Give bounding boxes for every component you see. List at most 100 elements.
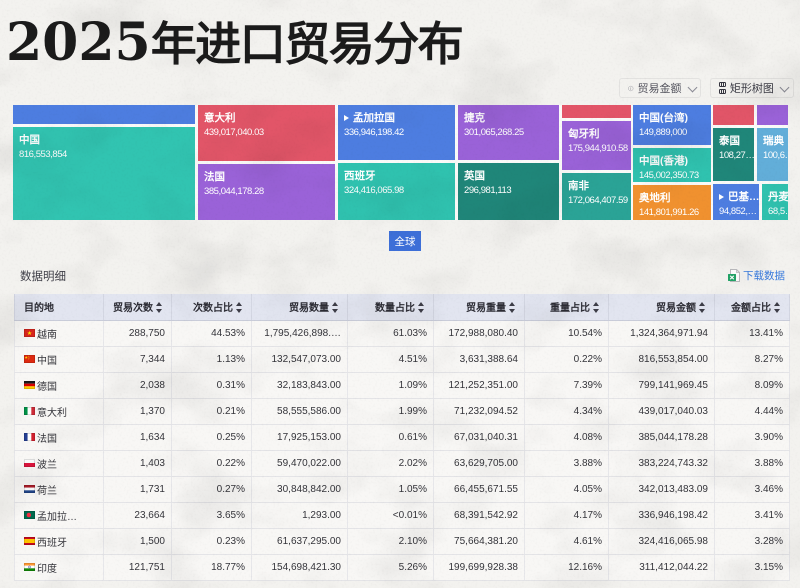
cell-7: 799,141,969.45 [608, 372, 715, 399]
column-header-4[interactable]: 贸易数量 [251, 294, 348, 321]
column-header-2[interactable]: 贸易次数 [103, 294, 172, 321]
drilldown-arrow-icon [719, 194, 724, 200]
column-header-9[interactable]: 金额占比 [714, 294, 790, 321]
treemap-block-value: 108,27… [719, 150, 754, 161]
table-row-荷兰[interactable]: 荷兰 1,731 0.27% 30,848,842.00 1.05% 66,455,671… [14, 476, 790, 503]
treemap-block-瑞典[interactable]: 瑞典 100,6… [757, 128, 788, 181]
cell-6: 4.34% [524, 398, 609, 425]
table-row-法国[interactable]: 法国 1,634 0.25% 17,925,153.00 0.61% 67,031,040… [14, 424, 790, 451]
table-row-中国[interactable]: 中国 7,344 1.13% 132,547,073.00 4.51% 3,631,388… [14, 346, 790, 373]
cell-5: 63,629,705.00 [433, 450, 525, 477]
column-header-5[interactable]: 数量占比 [347, 294, 434, 321]
cell-8: 3.46% [714, 476, 790, 503]
sort-icon[interactable] [418, 302, 425, 314]
sort-icon[interactable] [699, 302, 706, 314]
sort-icon[interactable] [236, 302, 243, 314]
breadcrumb-global[interactable]: 全球 [389, 231, 421, 251]
treemap-block-value: 336,946,198.42 [344, 127, 404, 138]
chart-type-select[interactable]: 矩形树图 [710, 78, 794, 98]
table-row-波兰[interactable]: 波兰 1,403 0.22% 59,470,022.00 2.02% 63,629,705… [14, 450, 790, 477]
cell-5: 66,455,671.55 [433, 476, 525, 503]
column-header-8[interactable]: 贸易金额 [608, 294, 715, 321]
treemap-block-name: 奥地利 [639, 192, 671, 204]
cell-2: 0.31% [171, 372, 252, 399]
treemap-block-name: 中国(香港) [639, 155, 688, 167]
treemap-block-name: 中国 [19, 134, 40, 146]
download-data-link[interactable]: 下载数据 [728, 268, 785, 283]
cell-7: 311,412,044.22 [608, 554, 715, 581]
cell-2: 0.23% [171, 528, 252, 555]
table-row-印度[interactable]: 印度 121,751 18.77% 154,698,421.30 5.26% 199,69… [14, 554, 790, 581]
flag-icon-pl [24, 459, 35, 467]
cell-destination: 西班牙 [14, 528, 104, 555]
treemap-block-丹麦[interactable]: 丹麦 68,5… [762, 184, 788, 220]
treemap-block-中国(香港)[interactable]: 中国(香港) 145,002,350.73 [633, 148, 711, 182]
destination-label: 孟加拉… [37, 511, 77, 523]
cell-destination: 孟加拉… [14, 502, 104, 529]
treemap-block-泰国[interactable]: 泰国 108,27… [713, 128, 754, 181]
treemap-block[interactable] [562, 105, 631, 118]
table-row-越南[interactable]: 越南 288,750 44.53% 1,795,426,898.… 61.03% 172,… [14, 320, 790, 347]
metric-select[interactable]: 贸易金额 [619, 78, 701, 98]
treemap-block-南非[interactable]: 南非 172,064,407.59 [562, 173, 631, 220]
cell-2: 0.22% [171, 450, 252, 477]
treemap-block-孟加拉国[interactable]: 孟加拉国 336,946,198.42 [338, 105, 455, 160]
treemap-block-name: 捷克 [464, 112, 485, 124]
treemap-block-英国[interactable]: 英国 296,981,113 [458, 163, 559, 220]
table-row-西班牙[interactable]: 西班牙 1,500 0.23% 61,637,295.00 2.10% 75,664,38… [14, 528, 790, 555]
sort-icon[interactable] [156, 302, 163, 314]
destination-label: 印度 [37, 563, 57, 575]
cell-6: 3.88% [524, 450, 609, 477]
cell-7: 385,044,178.28 [608, 424, 715, 451]
column-header-3[interactable]: 次数占比 [171, 294, 252, 321]
treemap-block-匈牙利[interactable]: 匈牙利 175,944,910.58 [562, 121, 631, 170]
treemap-block-法国[interactable]: 法国 385,044,178.28 [198, 164, 335, 220]
cell-2: 1.13% [171, 346, 252, 373]
column-header-1: 目的地 [14, 294, 104, 321]
cell-4: 4.51% [347, 346, 434, 373]
sort-icon[interactable] [774, 302, 781, 314]
treemap-block-value: 816,553,854 [19, 149, 67, 160]
destination-cell: 荷兰 [24, 482, 97, 497]
destination-label: 越南 [37, 329, 57, 341]
cell-3: 32,183,843.00 [251, 372, 348, 399]
cell-7: 1,324,364,971.94 [608, 320, 715, 347]
destination-cell: 西班牙 [24, 534, 97, 549]
cell-4: 1.99% [347, 398, 434, 425]
column-header-label: 贸易数量 [289, 303, 329, 315]
cell-destination: 德国 [14, 372, 104, 399]
cell-8: 3.88% [714, 450, 790, 477]
grid-square-icon [720, 89, 726, 94]
cell-5: 67,031,040.31 [433, 424, 525, 451]
cell-4: 2.10% [347, 528, 434, 555]
sort-icon[interactable] [509, 302, 516, 314]
cell-5: 172,988,080.40 [433, 320, 525, 347]
cell-destination: 意大利 [14, 398, 104, 425]
treemap-block-value: 296,981,113 [464, 185, 512, 196]
table-row-德国[interactable]: 德国 2,038 0.31% 32,183,843.00 1.09% 121,252,35… [14, 372, 790, 399]
cell-6: 7.39% [524, 372, 609, 399]
sort-icon[interactable] [332, 302, 339, 314]
table-row-孟加拉…[interactable]: 孟加拉… 23,664 3.65% 1,293.00 <0.01% 68,391,542.… [14, 502, 790, 529]
treemap-block-中国[interactable]: 中国 816,553,854 [13, 127, 195, 220]
treemap-block-意大利[interactable]: 意大利 439,017,040.03 [198, 105, 335, 161]
destination-cell: 越南 [24, 326, 97, 341]
column-header-7[interactable]: 重量占比 [524, 294, 609, 321]
treemap-block-捷克[interactable]: 捷克 301,065,268.25 [458, 105, 559, 160]
treemap-block[interactable] [13, 105, 195, 124]
drilldown-arrow-icon [344, 115, 349, 121]
treemap-block-巴基…[interactable]: 巴基… 94,852,… [713, 184, 759, 220]
sort-icon[interactable] [593, 302, 600, 314]
treemap-block-中国(台湾)[interactable]: 中国(台湾) 149,889,000 [633, 105, 711, 145]
table-row-意大利[interactable]: 意大利 1,370 0.21% 58,555,586.00 1.99% 71,232,09… [14, 398, 790, 425]
treemap-block[interactable] [713, 105, 754, 125]
treemap-block[interactable] [757, 105, 788, 125]
column-header-6[interactable]: 贸易重量 [433, 294, 525, 321]
destination-label: 西班牙 [37, 537, 67, 549]
cell-8: 3.41% [714, 502, 790, 529]
treemap-block-奥地利[interactable]: 奥地利 141,801,991.26 [633, 185, 711, 220]
cell-7: 383,224,743.32 [608, 450, 715, 477]
treemap-block-value: 68,5… [768, 206, 788, 217]
flag-icon-nl [24, 485, 35, 493]
treemap-block-西班牙[interactable]: 西班牙 324,416,065.98 [338, 163, 455, 220]
